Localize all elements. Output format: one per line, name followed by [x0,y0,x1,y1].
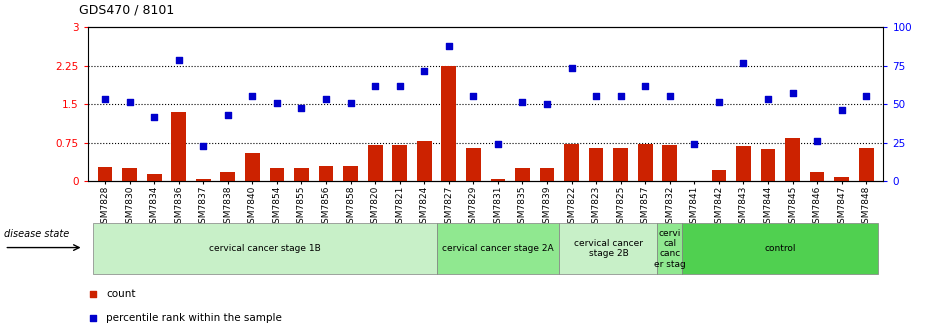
Point [196,144,211,149]
Point [662,94,677,99]
Bar [466,148,481,181]
Bar [560,223,658,275]
Bar [441,66,456,181]
Point [588,94,603,99]
Bar [98,167,113,181]
Bar [92,223,437,275]
Point [834,108,849,113]
Bar [834,177,849,181]
Text: cervi
cal
canc
er stag: cervi cal canc er stag [654,228,685,269]
Point [466,94,481,99]
Bar [588,148,603,181]
Point [687,142,702,147]
Bar [437,223,560,275]
Bar [220,172,235,181]
Text: cervical cancer stage 1B: cervical cancer stage 1B [209,244,321,253]
Bar [417,141,432,181]
Point [318,96,333,102]
Text: cervical cancer stage 2A: cervical cancer stage 2A [442,244,554,253]
Point [343,100,358,106]
Bar [368,145,383,181]
Point [417,68,432,73]
Text: GDS470 / 8101: GDS470 / 8101 [79,4,174,17]
Bar [711,170,726,181]
Text: cervical cancer
stage 2B: cervical cancer stage 2B [574,239,643,258]
Bar [490,179,505,181]
Bar [682,223,879,275]
Point [441,43,456,49]
Point [269,100,284,106]
Bar [564,144,579,181]
Text: percentile rank within the sample: percentile rank within the sample [106,312,282,323]
Bar [613,148,628,181]
Point [564,66,579,71]
Point [392,83,407,89]
Point [220,113,235,118]
Point [368,83,383,89]
Point [785,90,800,95]
Text: control: control [764,244,796,253]
Point [171,58,186,63]
Bar [269,168,284,181]
Point [638,83,653,89]
Point [736,60,751,66]
Text: disease state: disease state [5,228,69,239]
Point [711,99,726,104]
Bar [858,148,873,181]
Bar [171,112,186,181]
Bar [638,144,652,181]
Bar [196,179,211,181]
Bar [809,172,824,181]
Point [515,99,530,104]
Point [98,96,113,102]
Bar [785,138,800,181]
Point [147,114,162,120]
Bar [662,145,677,181]
Point [245,94,260,99]
Bar [245,153,260,181]
Text: count: count [106,289,136,299]
Bar [539,168,554,181]
Point [353,166,368,172]
Point [294,105,309,111]
Bar [319,166,333,181]
Bar [736,146,751,181]
Bar [392,145,407,181]
Bar [147,174,162,181]
Point [613,94,628,99]
Bar [122,168,137,181]
Point [809,138,824,144]
Bar [343,166,358,181]
Point [760,96,775,102]
Bar [658,223,682,275]
Point [490,142,505,147]
Point [858,94,873,99]
Point [122,99,137,104]
Bar [515,168,530,181]
Point [539,101,554,107]
Bar [760,150,775,181]
Bar [294,168,309,181]
